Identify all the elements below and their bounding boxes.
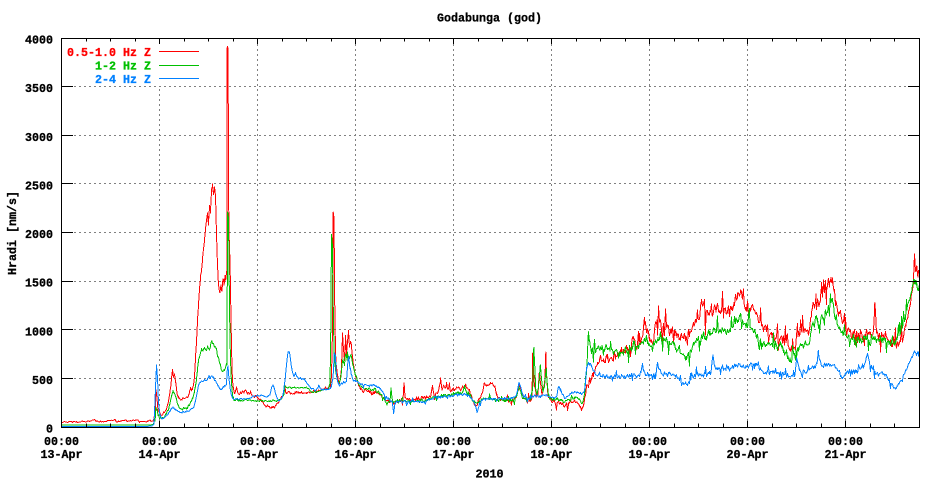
svg-text:500: 500 bbox=[32, 374, 53, 388]
svg-text:00:00: 00:00 bbox=[730, 435, 765, 449]
svg-text:00:00: 00:00 bbox=[632, 435, 667, 449]
svg-text:2000: 2000 bbox=[25, 228, 53, 242]
svg-text:16-Apr: 16-Apr bbox=[335, 448, 377, 462]
svg-text:Hradi [nm/s]: Hradi [nm/s] bbox=[6, 191, 20, 275]
svg-text:0: 0 bbox=[46, 423, 53, 437]
svg-text:00:00: 00:00 bbox=[534, 435, 569, 449]
svg-text:21-Apr: 21-Apr bbox=[825, 448, 867, 462]
svg-text:17-Apr: 17-Apr bbox=[433, 448, 475, 462]
svg-text:19-Apr: 19-Apr bbox=[629, 448, 671, 462]
svg-text:0.5-1.0 Hz Z: 0.5-1.0 Hz Z bbox=[67, 46, 151, 60]
svg-text:1-2 Hz Z: 1-2 Hz Z bbox=[95, 60, 151, 74]
svg-text:14-Apr: 14-Apr bbox=[139, 448, 181, 462]
svg-text:15-Apr: 15-Apr bbox=[237, 448, 279, 462]
svg-text:00:00: 00:00 bbox=[828, 435, 863, 449]
svg-text:2010: 2010 bbox=[476, 467, 504, 480]
svg-text:00:00: 00:00 bbox=[338, 435, 373, 449]
svg-text:4000: 4000 bbox=[25, 34, 53, 48]
svg-text:2500: 2500 bbox=[25, 179, 53, 193]
svg-text:Godabunga (god): Godabunga (god) bbox=[437, 12, 542, 26]
svg-text:3500: 3500 bbox=[25, 82, 53, 96]
svg-text:00:00: 00:00 bbox=[240, 435, 275, 449]
svg-text:00:00: 00:00 bbox=[44, 435, 79, 449]
svg-text:20-Apr: 20-Apr bbox=[727, 448, 769, 462]
svg-text:13-Apr: 13-Apr bbox=[41, 448, 83, 462]
svg-text:1000: 1000 bbox=[25, 325, 53, 339]
svg-text:1500: 1500 bbox=[25, 277, 53, 291]
svg-text:3000: 3000 bbox=[25, 131, 53, 145]
svg-text:00:00: 00:00 bbox=[436, 435, 471, 449]
svg-text:18-Apr: 18-Apr bbox=[531, 448, 573, 462]
svg-text:00:00: 00:00 bbox=[142, 435, 177, 449]
svg-text:2-4 Hz Z: 2-4 Hz Z bbox=[95, 73, 151, 87]
